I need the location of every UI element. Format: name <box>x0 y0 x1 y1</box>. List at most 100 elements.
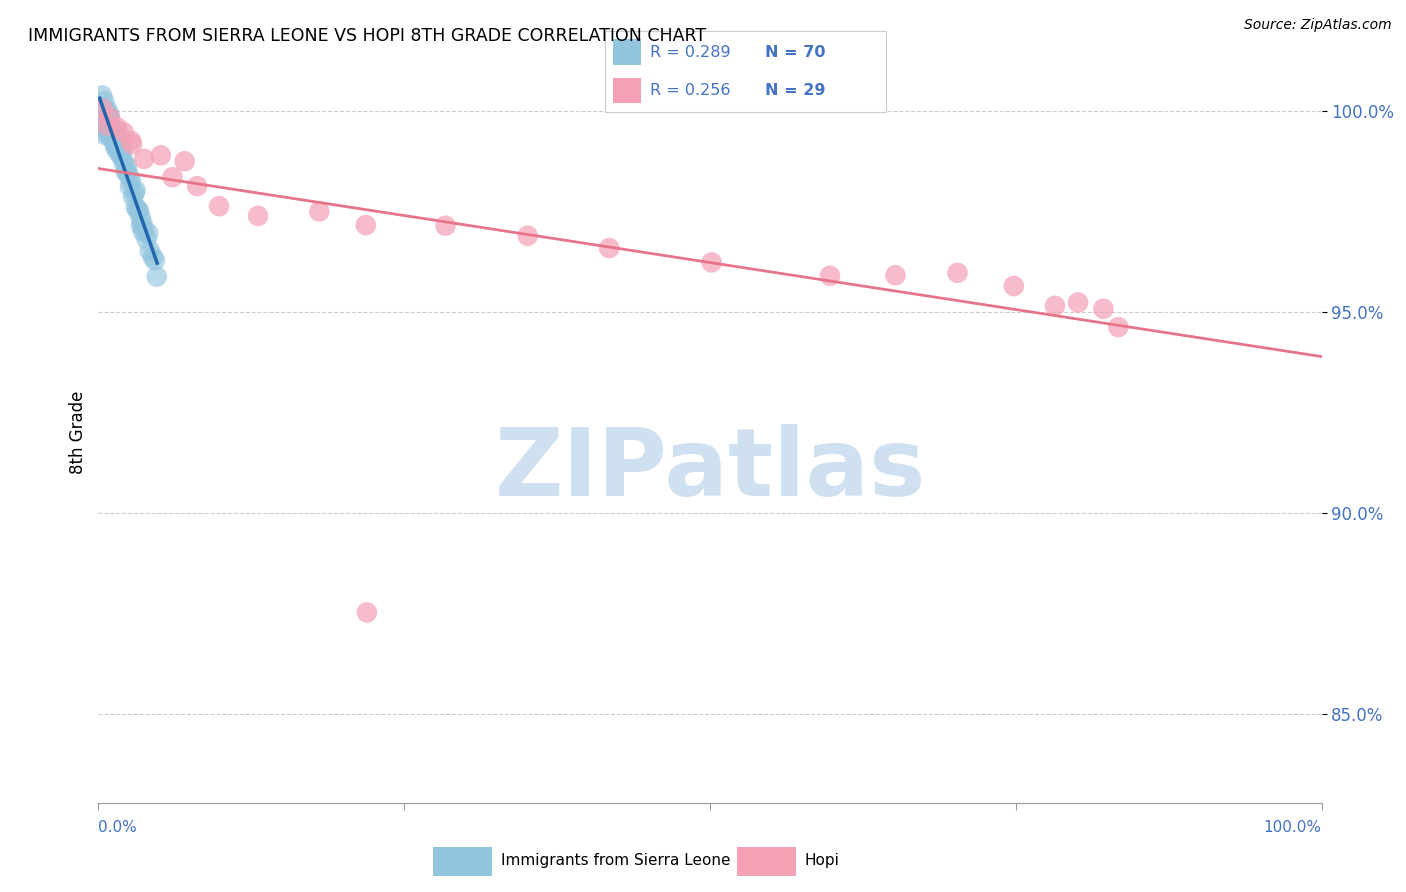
Point <box>105 120 128 135</box>
Point <box>247 209 270 223</box>
Point <box>89 119 111 133</box>
Point <box>131 216 153 230</box>
Point <box>101 133 124 147</box>
Point <box>105 135 128 149</box>
Point <box>105 143 128 157</box>
Point <box>93 112 115 126</box>
Text: 100.0%: 100.0% <box>1264 821 1322 835</box>
Point <box>1067 295 1090 310</box>
Point <box>115 165 138 179</box>
Point <box>115 165 138 179</box>
Point <box>129 211 152 225</box>
Point <box>93 94 115 108</box>
Point <box>1002 279 1025 293</box>
Point <box>143 253 166 268</box>
Point <box>125 200 148 214</box>
Point <box>135 232 157 246</box>
Text: R = 0.256: R = 0.256 <box>650 83 730 98</box>
Point <box>103 129 125 144</box>
Point <box>1107 320 1129 334</box>
Point <box>124 186 146 200</box>
Point <box>112 156 135 170</box>
Point <box>134 222 156 236</box>
Bar <box>433 847 492 876</box>
Point <box>818 268 841 283</box>
Point <box>100 126 122 140</box>
Point <box>91 102 114 116</box>
Point <box>308 204 330 219</box>
Text: Source: ZipAtlas.com: Source: ZipAtlas.com <box>1244 18 1392 32</box>
Text: IMMIGRANTS FROM SIERRA LEONE VS HOPI 8TH GRADE CORRELATION CHART: IMMIGRANTS FROM SIERRA LEONE VS HOPI 8TH… <box>28 27 706 45</box>
Point <box>98 107 121 121</box>
Point <box>91 114 114 128</box>
Point <box>186 179 208 194</box>
Point <box>128 203 150 218</box>
Point <box>115 160 138 174</box>
Point <box>1092 301 1115 316</box>
Point <box>134 152 156 166</box>
Text: N = 29: N = 29 <box>765 83 825 98</box>
Point <box>110 139 132 153</box>
Point <box>94 128 117 142</box>
Point <box>122 190 145 204</box>
Point <box>93 110 115 124</box>
Point <box>136 226 159 240</box>
Text: ZIPatlas: ZIPatlas <box>495 424 925 516</box>
Point <box>354 218 377 232</box>
Point <box>97 109 120 123</box>
Point <box>129 219 152 233</box>
Point <box>96 119 118 133</box>
Point <box>208 199 231 213</box>
Point <box>100 120 122 134</box>
Point <box>104 137 127 152</box>
Text: Immigrants from Sierra Leone: Immigrants from Sierra Leone <box>501 854 730 868</box>
Point <box>98 111 121 125</box>
Point <box>98 111 121 125</box>
FancyBboxPatch shape <box>613 39 641 65</box>
Point <box>516 228 538 243</box>
Point <box>132 225 155 239</box>
Point <box>121 137 143 152</box>
Point <box>98 124 121 138</box>
Point <box>108 144 131 158</box>
Point <box>598 241 620 255</box>
Point <box>356 606 378 620</box>
Point <box>162 170 184 185</box>
Text: Hopi: Hopi <box>804 854 839 868</box>
Point <box>101 129 124 144</box>
Point <box>127 202 149 217</box>
Point <box>104 139 127 153</box>
Point <box>105 124 128 138</box>
Point <box>90 100 112 114</box>
Text: R = 0.289: R = 0.289 <box>650 45 730 60</box>
Point <box>96 121 118 136</box>
Point <box>98 119 121 133</box>
Point <box>110 148 132 162</box>
Bar <box>737 847 796 876</box>
Point <box>90 102 112 116</box>
Point <box>120 134 142 148</box>
Point <box>93 109 115 123</box>
Text: N = 70: N = 70 <box>765 45 825 60</box>
Point <box>93 103 115 117</box>
Point <box>1043 299 1066 313</box>
Point <box>125 183 148 197</box>
Point <box>139 244 162 258</box>
Point <box>97 126 120 140</box>
Point <box>105 138 128 153</box>
Point <box>700 255 723 269</box>
Point <box>91 107 114 121</box>
Point <box>94 110 117 124</box>
Point <box>142 250 165 264</box>
Point <box>434 219 457 233</box>
Point <box>93 101 115 115</box>
Point <box>110 145 132 159</box>
FancyBboxPatch shape <box>613 78 641 103</box>
Point <box>946 266 969 280</box>
Point <box>145 269 167 284</box>
Point <box>96 113 118 128</box>
Point <box>111 151 134 165</box>
Point <box>110 142 132 156</box>
Text: 0.0%: 0.0% <box>98 821 138 835</box>
Point <box>149 148 172 162</box>
